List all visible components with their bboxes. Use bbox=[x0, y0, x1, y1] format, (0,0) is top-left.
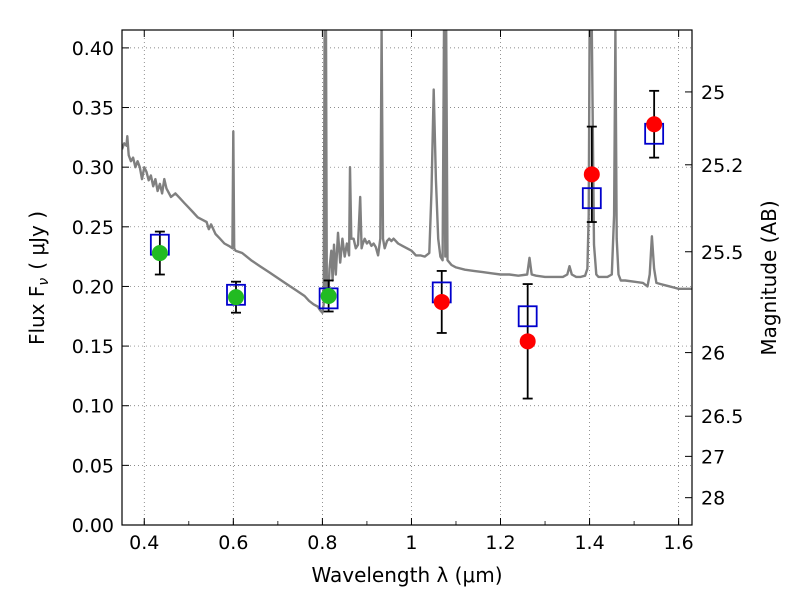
y-tick-label: 0.05 bbox=[72, 455, 114, 477]
observed-flux-point bbox=[228, 289, 244, 306]
x-axis-ticks: 0.4 0.6 0.8 1 1.2 1.4 1.6 bbox=[129, 30, 694, 554]
x-tick-label: 1.4 bbox=[574, 532, 604, 554]
grid-lines bbox=[122, 30, 692, 525]
y-tick-label: 0.10 bbox=[72, 396, 114, 418]
y-tick-label: 0.25 bbox=[72, 217, 114, 239]
observed-point-layer bbox=[151, 116, 663, 350]
observed-flux-point bbox=[583, 166, 600, 183]
x-tick-label: 0.8 bbox=[307, 532, 337, 554]
y-axis-label: Flux Fν ( μJy ) bbox=[25, 211, 52, 345]
right-axis-label: Magnitude (AB) bbox=[757, 200, 781, 355]
plot-area bbox=[122, 30, 692, 525]
right-tick-label: 25.5 bbox=[701, 242, 743, 264]
y-axis-label-main: Flux F bbox=[25, 286, 49, 345]
model-photometry-square bbox=[517, 305, 538, 328]
y-tick-label: 0.40 bbox=[72, 38, 114, 60]
observed-flux-point bbox=[433, 293, 450, 310]
spectrum-layer bbox=[122, 30, 692, 314]
right-tick-label: 25.2 bbox=[701, 155, 743, 177]
observed-flux-point bbox=[151, 245, 168, 262]
x-tick-label: 1.6 bbox=[664, 532, 694, 554]
observed-flux-point bbox=[320, 287, 337, 304]
y-tick-label: 0.35 bbox=[72, 98, 114, 120]
y-tick-label: 0.00 bbox=[72, 515, 114, 537]
right-tick-label: 28 bbox=[701, 488, 725, 510]
x-tick-label: 0.6 bbox=[218, 532, 248, 554]
y-axis-label-subscript: ν bbox=[36, 278, 52, 286]
right-tick-label: 26.5 bbox=[701, 406, 743, 428]
y-axis-label-unit: ( μJy ) bbox=[25, 211, 49, 270]
x-axis-label: Wavelength λ (μm) bbox=[311, 563, 502, 587]
y-tick-label: 0.20 bbox=[72, 276, 114, 298]
right-axis-ticks: 25 25.2 25.5 26 26.5 27 28 bbox=[685, 82, 743, 510]
x-tick-label: 0.4 bbox=[129, 532, 159, 554]
observed-flux-point bbox=[646, 116, 663, 133]
y-tick-label: 0.15 bbox=[72, 336, 114, 358]
right-tick-label: 25 bbox=[701, 82, 725, 104]
x-tick-label: 1.2 bbox=[485, 532, 515, 554]
right-tick-label: 27 bbox=[701, 446, 725, 468]
y-tick-label: 0.30 bbox=[72, 157, 114, 179]
y-axis-ticks: 0.00 0.05 0.10 0.15 0.20 0.25 0.30 0.35 0.40 bbox=[72, 38, 129, 537]
plot-frame bbox=[121, 29, 693, 526]
x-tick-label: 1 bbox=[405, 532, 417, 554]
right-tick-label: 26 bbox=[701, 343, 725, 365]
model-photometry-square bbox=[581, 187, 602, 210]
model-spectrum-line bbox=[122, 30, 692, 314]
observed-flux-point bbox=[519, 333, 536, 350]
